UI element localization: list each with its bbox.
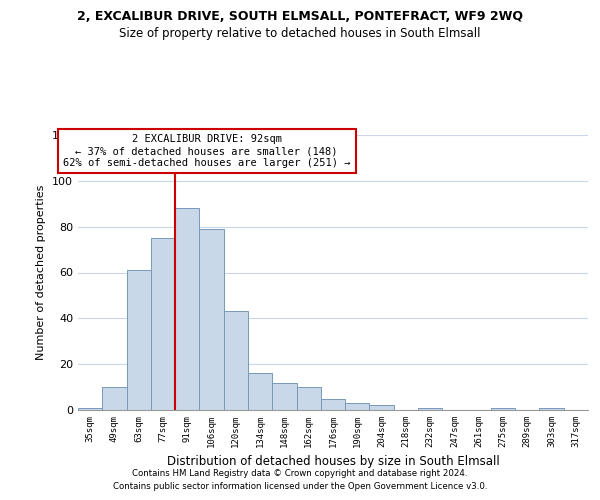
Text: Size of property relative to detached houses in South Elmsall: Size of property relative to detached ho… <box>119 28 481 40</box>
Bar <box>370 406 394 410</box>
Bar <box>345 403 370 410</box>
Bar <box>272 382 296 410</box>
Bar <box>78 408 102 410</box>
Text: Contains public sector information licensed under the Open Government Licence v3: Contains public sector information licen… <box>113 482 487 491</box>
Bar <box>296 387 321 410</box>
Text: 2, EXCALIBUR DRIVE, SOUTH ELMSALL, PONTEFRACT, WF9 2WQ: 2, EXCALIBUR DRIVE, SOUTH ELMSALL, PONTE… <box>77 10 523 23</box>
Bar <box>539 408 564 410</box>
X-axis label: Distribution of detached houses by size in South Elmsall: Distribution of detached houses by size … <box>167 456 499 468</box>
Bar <box>175 208 199 410</box>
Bar <box>151 238 175 410</box>
Text: 2 EXCALIBUR DRIVE: 92sqm
← 37% of detached houses are smaller (148)
62% of semi-: 2 EXCALIBUR DRIVE: 92sqm ← 37% of detach… <box>63 134 350 168</box>
Bar <box>491 408 515 410</box>
Bar <box>248 374 272 410</box>
Bar <box>224 312 248 410</box>
Bar <box>418 408 442 410</box>
Bar <box>127 270 151 410</box>
Y-axis label: Number of detached properties: Number of detached properties <box>37 185 46 360</box>
Bar <box>199 229 224 410</box>
Bar <box>102 387 127 410</box>
Text: Contains HM Land Registry data © Crown copyright and database right 2024.: Contains HM Land Registry data © Crown c… <box>132 468 468 477</box>
Bar <box>321 398 345 410</box>
